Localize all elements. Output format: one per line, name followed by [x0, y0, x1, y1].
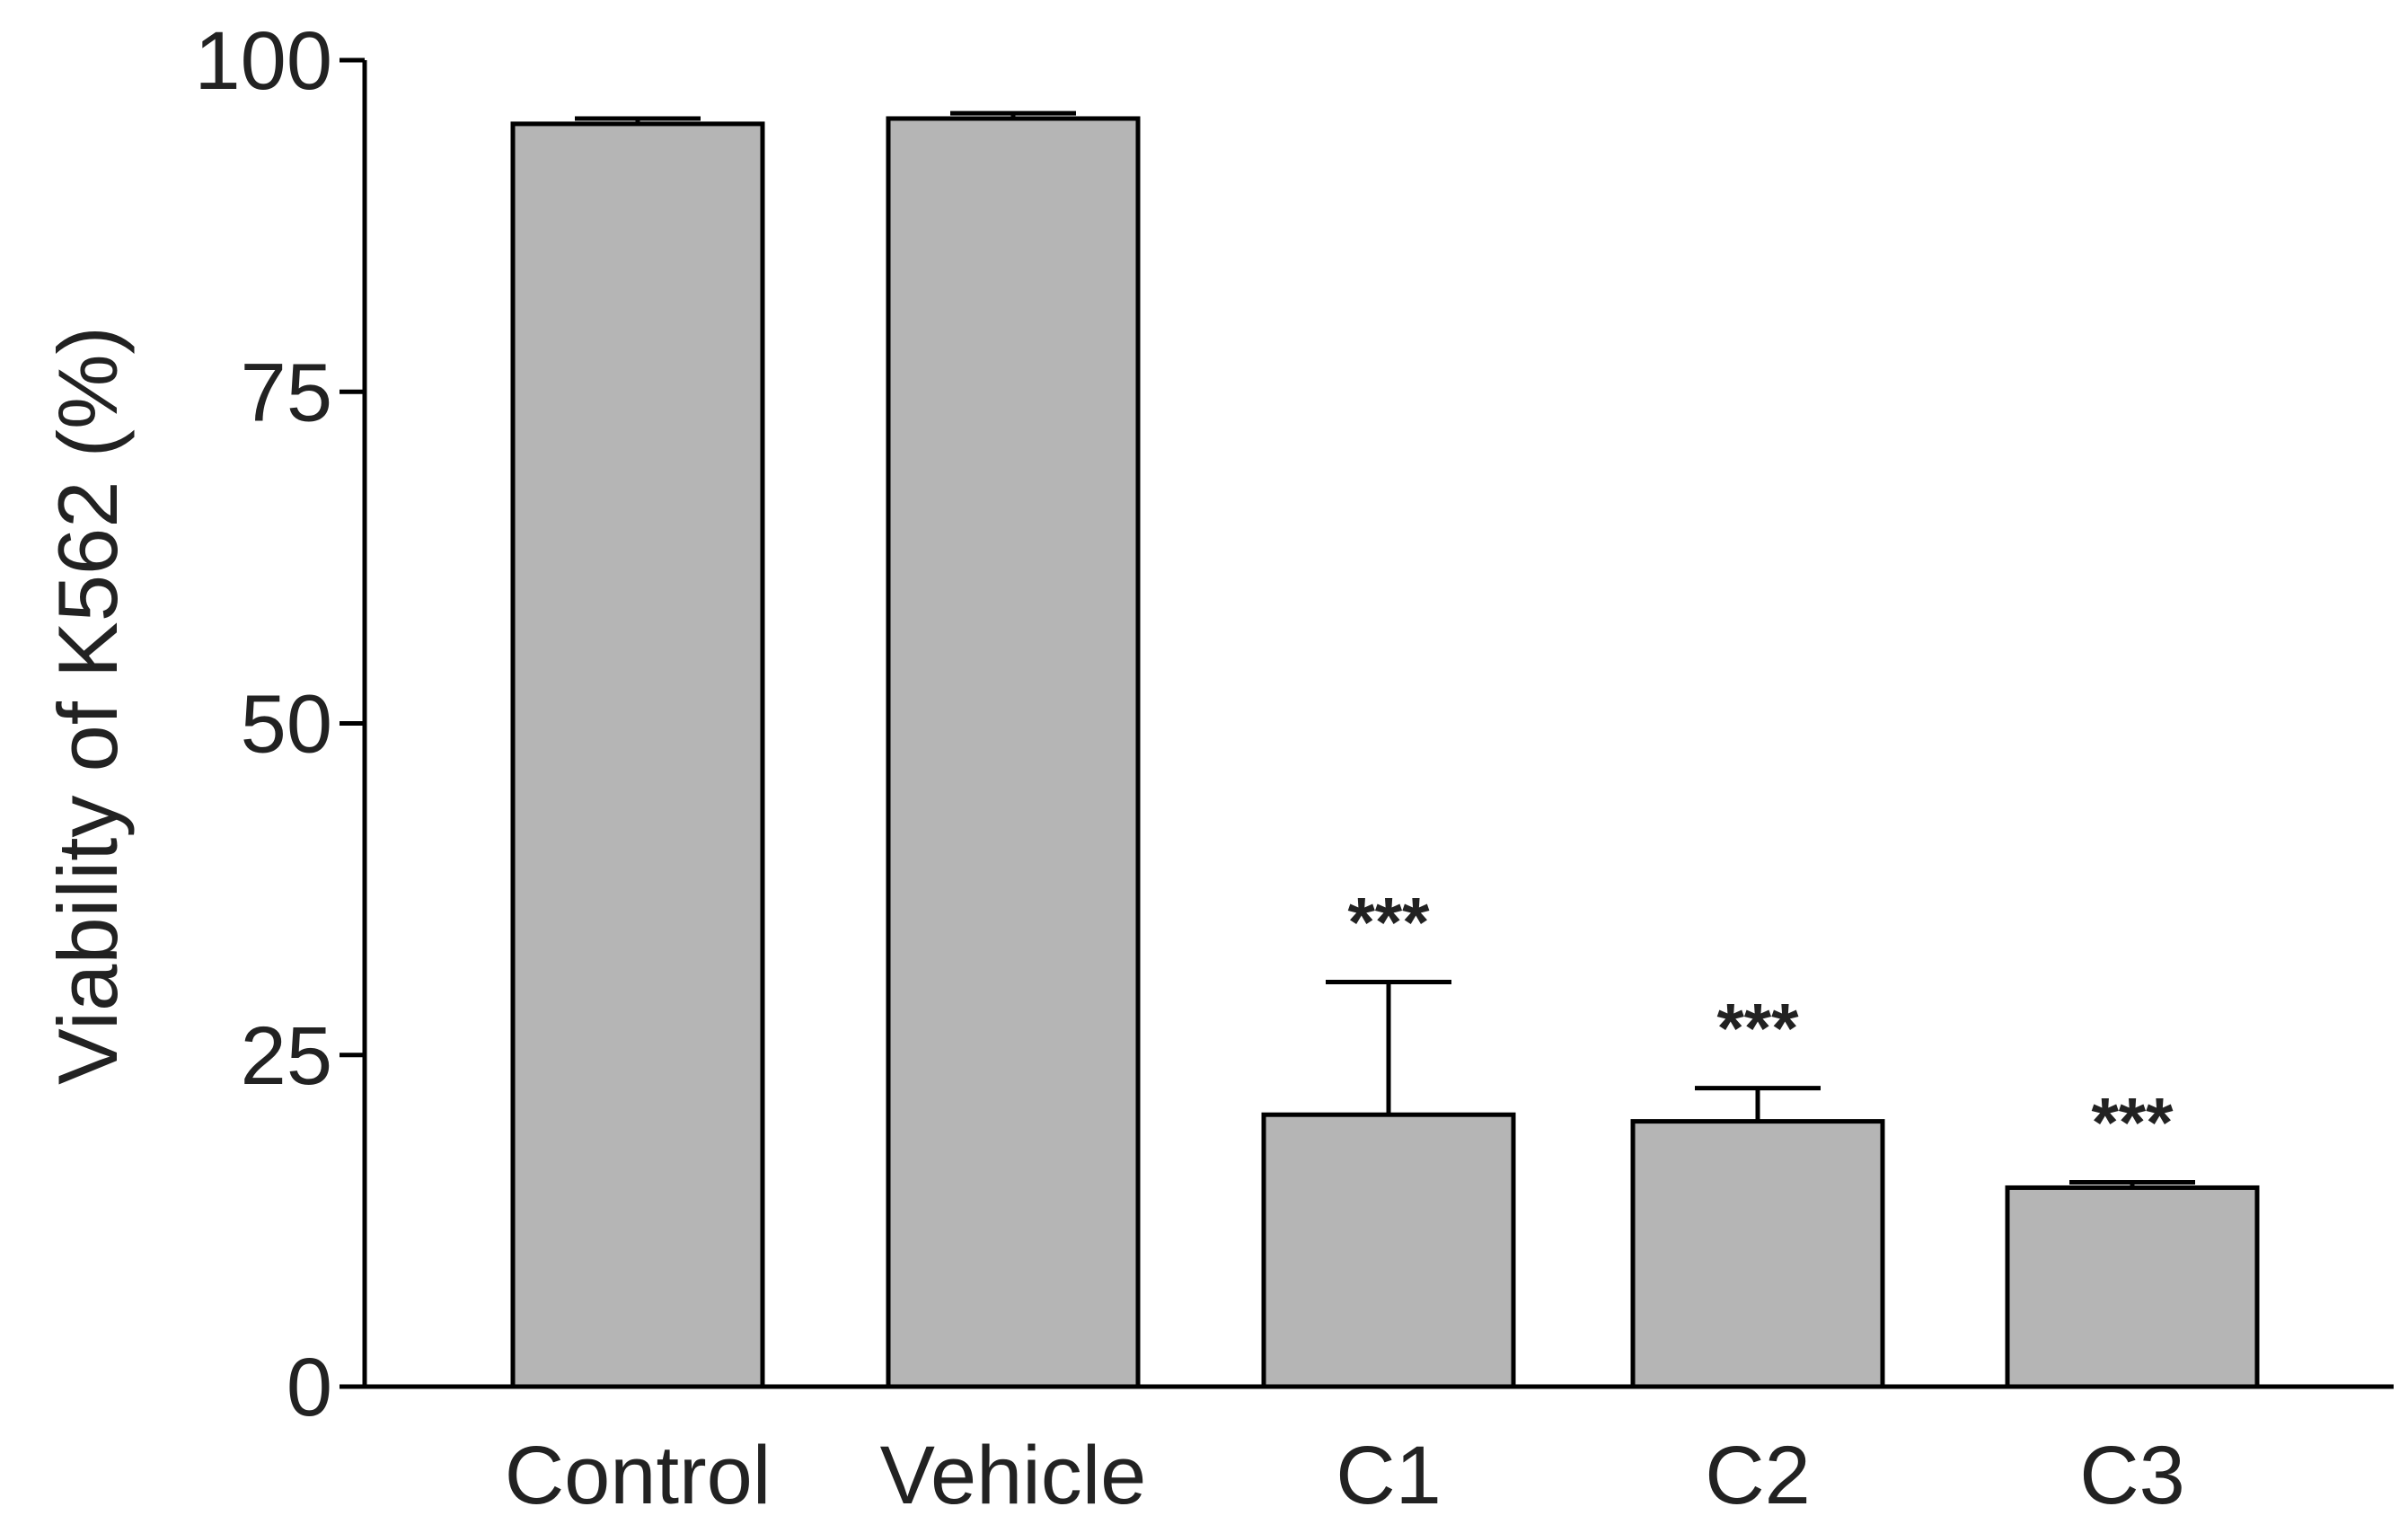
y-tick-label: 100 [195, 15, 333, 107]
bar-c1 [1261, 1112, 1516, 1389]
error-bars [575, 110, 2195, 1188]
y-tick-label: 75 [241, 347, 332, 438]
significance-c3: *** [2091, 1083, 2174, 1162]
category-labels: Control Vehicle C1 C2 C3 [505, 1430, 2185, 1521]
y-tick-label: 25 [241, 1010, 332, 1102]
y-axis-title: Viability of K562 (%) [40, 326, 135, 1085]
y-tick-label: 50 [241, 679, 332, 771]
category-label-c1: C1 [1336, 1430, 1442, 1521]
bars [510, 116, 2260, 1389]
y-axis: 0 25 50 75 100 [195, 15, 367, 1433]
category-label-c3: C3 [2079, 1430, 2185, 1521]
category-label-control: Control [505, 1430, 772, 1521]
bar-c2 [1630, 1119, 1885, 1389]
significance-c1: *** [1347, 883, 1430, 962]
bar-vehicle [886, 116, 1141, 1389]
y-tick-label: 0 [287, 1342, 332, 1433]
category-label-c2: C2 [1705, 1430, 1811, 1521]
bar-c3 [2005, 1185, 2260, 1389]
significance-annotations: *** *** *** [1347, 883, 2174, 1162]
bar-control [510, 121, 765, 1389]
significance-c2: *** [1716, 989, 1799, 1068]
category-label-vehicle: Vehicle [880, 1430, 1147, 1521]
